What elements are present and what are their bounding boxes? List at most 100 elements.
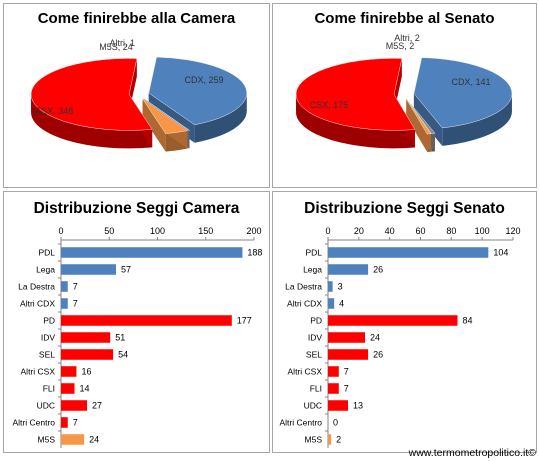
data-label: 24 bbox=[370, 333, 380, 343]
data-label: 14 bbox=[80, 384, 90, 394]
data-label: 26 bbox=[373, 265, 383, 275]
category-label: Altri CSX bbox=[288, 367, 323, 377]
pie-label-cdx: CDX, 141 bbox=[451, 77, 490, 87]
category-label: La Destra bbox=[18, 282, 55, 292]
category-label: PD bbox=[310, 316, 322, 326]
bar-altri-centro bbox=[61, 417, 68, 428]
category-label: Altri Centro bbox=[279, 418, 322, 428]
category-label: IDV bbox=[41, 333, 56, 343]
pie-label-m5s: M5S, 24 bbox=[99, 42, 133, 52]
data-label: 2 bbox=[336, 435, 341, 445]
data-label: 57 bbox=[121, 265, 131, 275]
x-tick-label: 60 bbox=[415, 226, 425, 236]
pie-slice-cdx-edge bbox=[413, 93, 443, 146]
bar-idv bbox=[61, 332, 111, 343]
category-label: Lega bbox=[36, 265, 55, 275]
data-label: 177 bbox=[237, 316, 252, 326]
bar-udc bbox=[328, 400, 349, 411]
category-label: FLI bbox=[310, 384, 322, 394]
senato-pie-panel: Come finirebbe al Senato CDX, 141 Altri, … bbox=[272, 3, 537, 188]
data-label: 51 bbox=[115, 333, 125, 343]
pie-slice-m5s bbox=[406, 98, 432, 135]
bar-m5s bbox=[328, 434, 332, 445]
data-label: 84 bbox=[463, 316, 473, 326]
category-label: Lega bbox=[303, 265, 322, 275]
bar-altri-csx bbox=[328, 366, 339, 377]
senato-pie-title: Come finirebbe al Senato bbox=[314, 10, 495, 27]
category-label: M5S bbox=[38, 435, 56, 445]
bar-la-destra bbox=[328, 281, 333, 292]
data-label: 188 bbox=[247, 248, 262, 258]
bar-pdl bbox=[328, 247, 489, 258]
category-label: M5S bbox=[305, 435, 323, 445]
bar-altri-csx bbox=[61, 366, 77, 377]
bar-pd bbox=[61, 315, 232, 326]
pie-label-csx: CSX, 175 bbox=[310, 100, 349, 110]
watermark: www.termometropolitico.it© bbox=[408, 447, 536, 459]
data-label: 3 bbox=[338, 282, 343, 292]
category-label: Altri Centro bbox=[12, 418, 55, 428]
category-label: PD bbox=[43, 316, 55, 326]
data-label: 0 bbox=[333, 418, 338, 428]
pie-slice-cdx-side bbox=[194, 92, 247, 143]
bar-fli bbox=[61, 383, 75, 394]
pie-label-altri: Altri, 1 bbox=[109, 38, 135, 48]
bar-sel bbox=[61, 349, 114, 360]
data-label: 7 bbox=[73, 299, 78, 309]
category-label: Altri CDX bbox=[287, 299, 322, 309]
bar-altri-cdx bbox=[61, 298, 68, 309]
pie-label-csx: CSX, 348 bbox=[35, 106, 74, 116]
senato-bar-panel: Distribuzione Seggi Senato 0 20 40 60 80 100 1… bbox=[272, 191, 537, 453]
x-tick-label: 80 bbox=[446, 226, 456, 236]
pie-slice-altri bbox=[406, 98, 436, 134]
category-label: Altri CDX bbox=[20, 299, 55, 309]
x-tick-label: 120 bbox=[505, 226, 520, 236]
pie-label-m5s: M5S, 2 bbox=[386, 41, 415, 51]
data-label: 7 bbox=[344, 384, 349, 394]
pie-slice-m5s bbox=[142, 98, 188, 134]
x-tick-label: 100 bbox=[475, 226, 490, 236]
data-label: 27 bbox=[92, 401, 102, 411]
camera-bar-title: Distribuzione Seggi Camera bbox=[33, 200, 240, 217]
camera-pie-panel: Come finirebbe alla Camera CDX, 259 Altri… bbox=[3, 3, 270, 188]
category-label: Altri CSX bbox=[21, 367, 56, 377]
pie-slice-cdx-side bbox=[442, 93, 512, 146]
category-label: PDL bbox=[305, 248, 322, 258]
pie-slice-m5s-edge bbox=[406, 98, 428, 153]
x-tick-label: 0 bbox=[58, 226, 63, 236]
bar-lega bbox=[61, 264, 117, 275]
pie-slice-csx-side bbox=[31, 94, 153, 149]
category-label: UDC bbox=[304, 401, 322, 411]
bar-idv bbox=[328, 332, 365, 343]
camera-bar-chart: 0 50 100 150 200 PDL 188 Lega 57 La Destra 7 Altri … bbox=[12, 226, 262, 448]
bar-m5s bbox=[61, 434, 85, 445]
pie-slice-altri bbox=[143, 98, 190, 131]
camera-pie-title: Come finirebbe alla Camera bbox=[37, 10, 236, 27]
pie-slice-csx-side bbox=[296, 94, 415, 149]
x-tick-label: 100 bbox=[150, 226, 165, 236]
data-label: 16 bbox=[81, 367, 91, 377]
category-label: La Destra bbox=[285, 282, 322, 292]
pie-slices bbox=[295, 57, 513, 153]
pie-slice-cdx bbox=[148, 56, 247, 126]
bar-sel bbox=[328, 349, 369, 360]
pie-slice-cdx bbox=[413, 57, 513, 129]
pie-slice-csx bbox=[295, 58, 416, 131]
data-label: 54 bbox=[118, 350, 128, 360]
data-label: 7 bbox=[344, 367, 349, 377]
data-label: 4 bbox=[339, 299, 344, 309]
x-tick-label: 200 bbox=[246, 226, 261, 236]
data-label: 104 bbox=[493, 248, 508, 258]
data-label: 7 bbox=[73, 418, 78, 428]
x-tick-label: 20 bbox=[354, 226, 364, 236]
bar-pd bbox=[328, 315, 458, 326]
camera-bar-panel: Distribuzione Seggi Camera 0 50 100 150 200 P… bbox=[3, 191, 270, 453]
data-label: 24 bbox=[89, 435, 99, 445]
pie-label-cdx: CDX, 259 bbox=[184, 75, 223, 85]
category-label: UDC bbox=[37, 401, 55, 411]
bar-altri-cdx bbox=[328, 298, 335, 309]
bar-udc bbox=[61, 400, 88, 411]
pie-label-altri: Altri, 2 bbox=[394, 33, 420, 43]
data-label: 13 bbox=[353, 401, 363, 411]
